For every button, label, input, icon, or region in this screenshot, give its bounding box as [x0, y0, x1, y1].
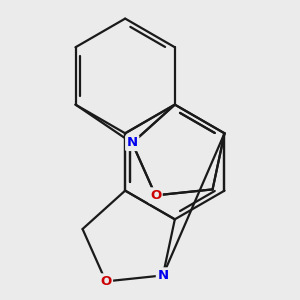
Text: N: N	[127, 136, 138, 149]
Text: O: O	[150, 189, 161, 202]
Text: O: O	[100, 275, 112, 288]
Text: N: N	[157, 269, 169, 282]
